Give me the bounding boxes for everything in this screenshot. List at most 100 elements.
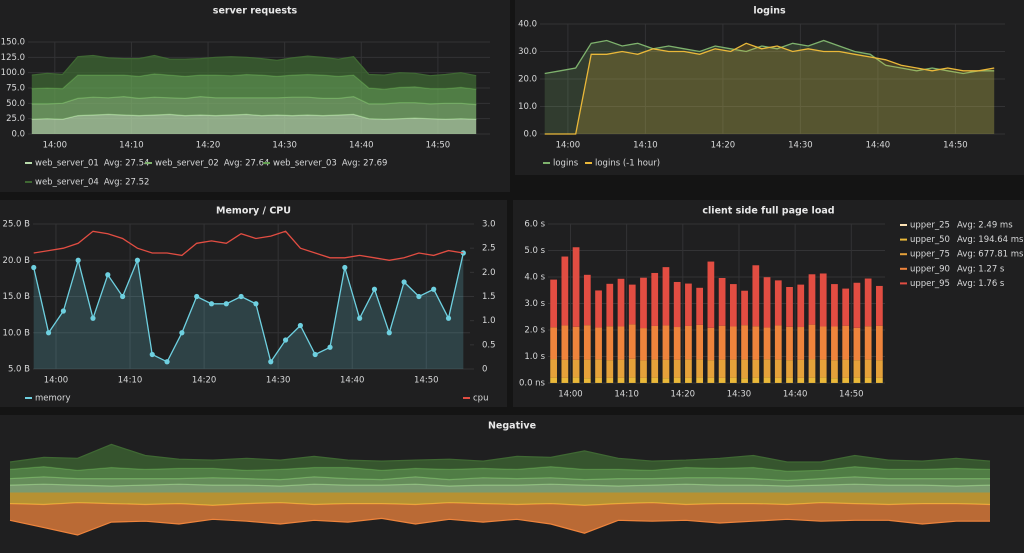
point (371, 286, 378, 292)
bar-segment (685, 325, 692, 360)
bar-segment (685, 283, 692, 326)
bar-segment (561, 377, 569, 383)
point (312, 351, 318, 358)
bar-segment (774, 325, 782, 360)
bar-segment (628, 284, 636, 325)
legend-avg: Avg: 194.64 ms (957, 235, 1024, 245)
y-tick-label: 0.0 (523, 130, 537, 140)
legend-avg: Avg: 27.52 (104, 178, 150, 188)
bar-segment (550, 377, 557, 383)
bar-segment (707, 261, 715, 328)
panel (515, 0, 1024, 175)
bar-segment (797, 359, 805, 378)
legend-swatch (900, 267, 907, 270)
y-tick-label: 20.0 (518, 75, 537, 85)
bar-segment (808, 274, 816, 325)
x-tick-label: 14:10 (118, 376, 143, 386)
legend-label: upper_95 (910, 279, 950, 289)
bar-segment (741, 325, 748, 360)
y-tick-label: 5.0 B (8, 365, 30, 375)
bar-segment (640, 360, 647, 378)
bar-segment (876, 325, 883, 361)
legend-avg: Avg: 27.54 (104, 159, 150, 169)
bar-segment (718, 277, 726, 326)
panel-title: Memory / CPU (216, 206, 291, 217)
bar-segment (741, 290, 748, 326)
bar-segment (786, 287, 793, 327)
point (164, 359, 170, 365)
bar-segment (583, 359, 591, 379)
bar-segment (763, 377, 771, 383)
area-line (9, 502, 991, 507)
point (460, 250, 466, 256)
legend-label: upper_50 (910, 235, 950, 245)
x-tick-label: 14:10 (614, 390, 639, 400)
series-line (33, 230, 464, 261)
legend-swatch (145, 162, 152, 164)
bar-segment (606, 326, 614, 361)
area-line (9, 517, 990, 536)
y-tick-label: 0.0 (11, 130, 25, 140)
point (31, 264, 37, 271)
area-fill (10, 502, 990, 535)
bar-segment (763, 359, 771, 378)
legend-label: upper_90 (910, 264, 950, 274)
bar-segment (786, 326, 793, 361)
bar-segment (752, 377, 760, 383)
bar-segment (797, 377, 805, 383)
legend-label: web_server_03 (273, 159, 337, 169)
x-tick-label: 14:50 (414, 376, 439, 386)
area-fill (31, 55, 477, 90)
legend-avg: Avg: 27.64 (224, 159, 270, 169)
bar-segment (606, 360, 614, 378)
bar-segment (662, 378, 670, 383)
bar-segment (808, 359, 816, 378)
point (223, 301, 229, 307)
y-tick-label: 15.0 B (3, 292, 31, 302)
bar-segment (606, 377, 614, 383)
bar-segment (853, 327, 861, 361)
y-tick-label: 25.0 B (3, 220, 31, 230)
point (386, 330, 392, 336)
panel-title: logins (753, 6, 786, 17)
bar-segment (696, 377, 704, 383)
y-tick-label: 25.0 (6, 114, 25, 124)
legend-avg: Avg: 1.76 s (957, 279, 1005, 289)
x-tick-label: 14:50 (426, 141, 451, 151)
x-tick-label: 14:20 (711, 141, 736, 151)
legend-label: memory (35, 394, 71, 404)
y2-tick-label: 0 (482, 365, 487, 375)
bar-segment (797, 327, 805, 360)
bar-segment (774, 359, 782, 378)
bar-segment (729, 284, 737, 327)
legend-label: cpu (473, 394, 488, 404)
point (149, 351, 155, 358)
y-tick-label: 100.0 (1, 68, 25, 78)
bar-segment (864, 359, 872, 378)
bar-segment (617, 278, 625, 327)
legend-label: upper_75 (910, 250, 950, 260)
bar-segment (819, 377, 827, 383)
bar-segment (640, 328, 647, 361)
x-tick-label: 14:10 (633, 141, 658, 151)
y-tick-label: 4.0 s (524, 273, 545, 283)
point (105, 272, 111, 278)
bar-segment (808, 324, 816, 360)
y2-tick-label: 2.0 (482, 268, 496, 278)
bar-segment (673, 377, 681, 383)
legend-swatch (25, 397, 32, 399)
x-tick-label: 14:20 (196, 141, 221, 151)
legend-label: logins (-1 hour) (595, 159, 660, 169)
x-tick-label: 14:10 (119, 141, 144, 151)
bar-segment (752, 359, 760, 378)
bar-segment (662, 267, 670, 326)
legend-avg: Avg: 27.69 (342, 159, 388, 169)
y-tick-label: 75.0 (6, 84, 25, 94)
point (401, 279, 407, 285)
bar-segment (583, 325, 591, 360)
bar-segment (819, 273, 827, 327)
legend-swatch (25, 181, 32, 183)
point (282, 337, 289, 343)
point (327, 344, 333, 350)
